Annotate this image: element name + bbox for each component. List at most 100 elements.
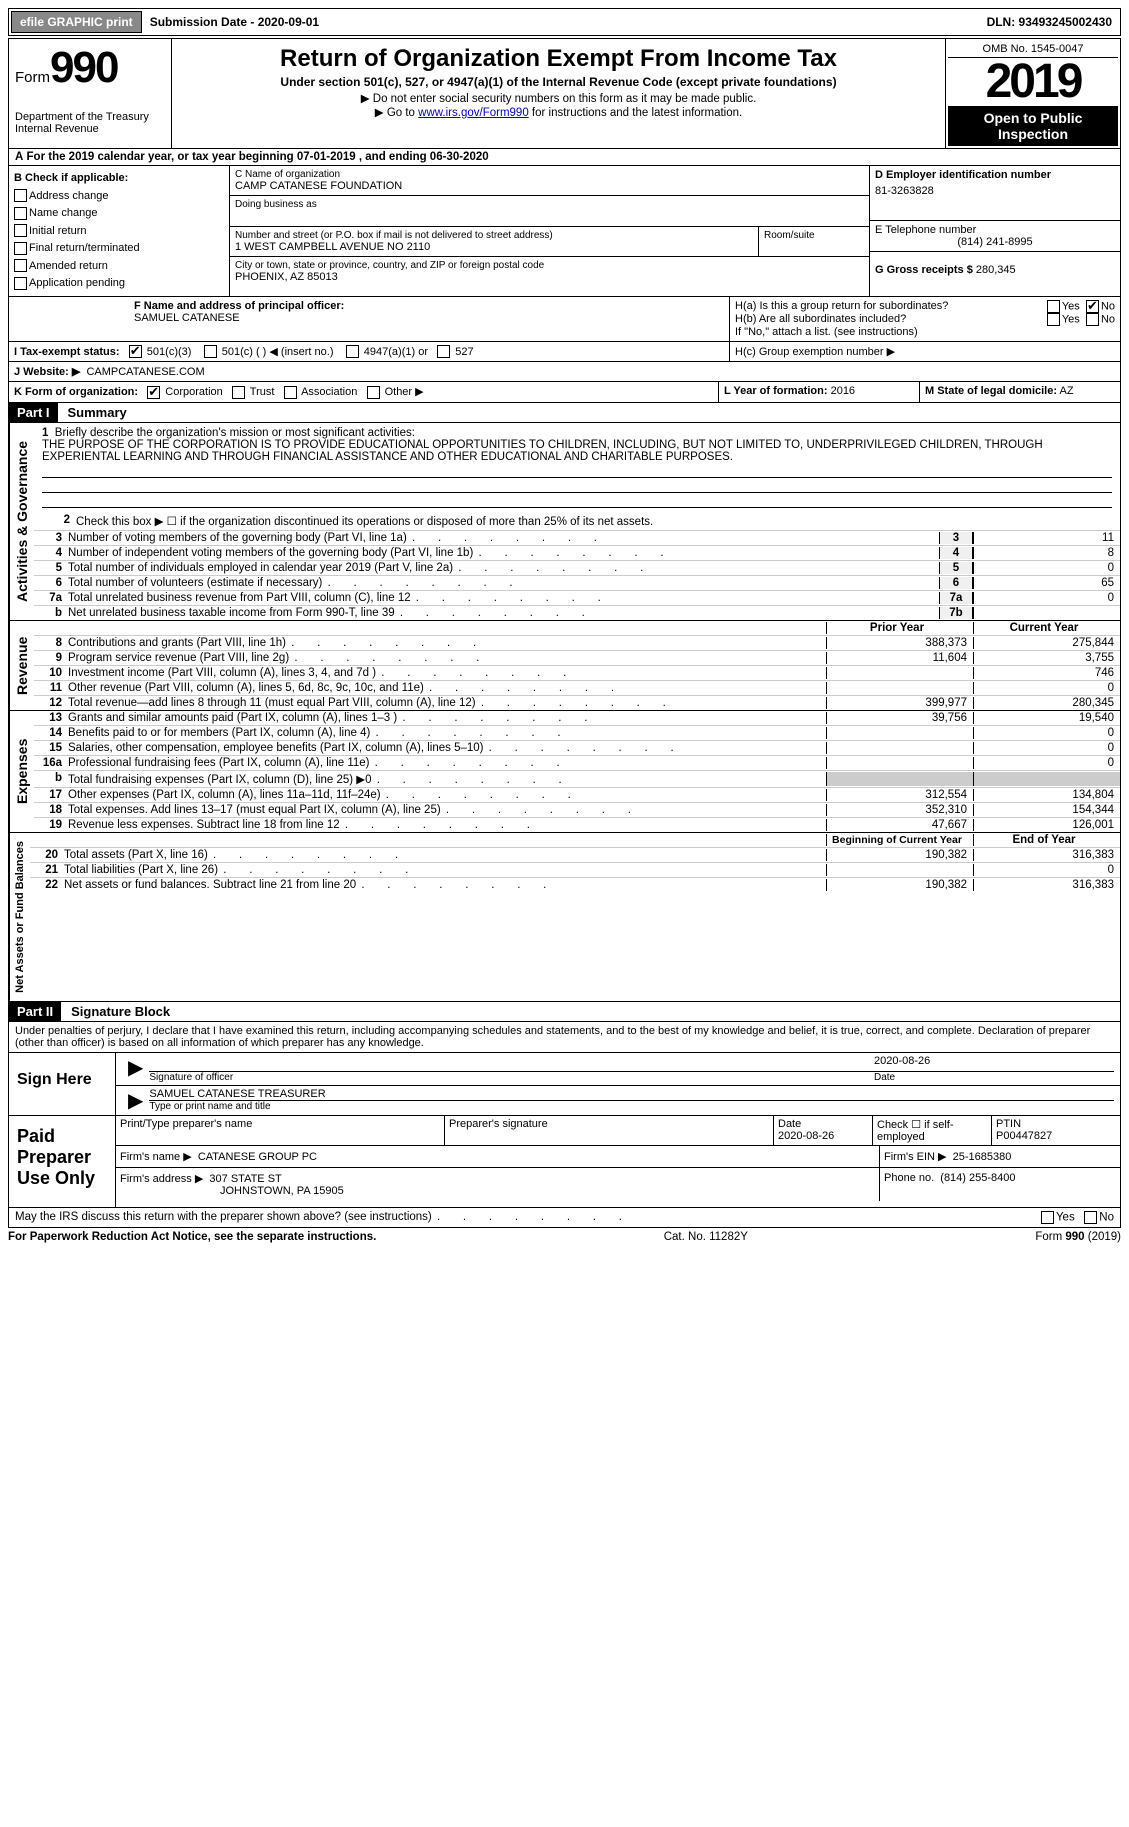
- irs-link[interactable]: www.irs.gov/Form990: [418, 107, 529, 119]
- org-city: PHOENIX, AZ 85013: [235, 271, 864, 283]
- form-number: 990: [50, 43, 117, 92]
- line-box: 3: [939, 532, 973, 544]
- current-value: 316,383: [973, 849, 1120, 861]
- check-final-return[interactable]: [14, 242, 27, 255]
- current-value: 0: [973, 757, 1120, 769]
- mission-label: Briefly describe the organization's miss…: [55, 427, 415, 439]
- check-other-org[interactable]: [367, 386, 380, 399]
- netassets-label: Net Assets or Fund Balances: [9, 833, 30, 1001]
- line-num: 22: [30, 879, 64, 891]
- check-trust[interactable]: [232, 386, 245, 399]
- discuss-text: May the IRS discuss this return with the…: [15, 1211, 432, 1223]
- line2-num: 2: [42, 514, 76, 528]
- line-num: 10: [34, 667, 68, 679]
- line-num: 20: [30, 849, 64, 861]
- firm-ein-label: Firm's EIN ▶: [884, 1151, 947, 1163]
- h-b-label: H(b) Are all subordinates included?: [735, 313, 906, 326]
- form-title: Return of Organization Exempt From Incom…: [178, 45, 939, 73]
- gross-receipts-label: G Gross receipts $: [875, 264, 973, 276]
- website-label: J Website: ▶: [14, 366, 80, 378]
- line-box: 7b: [939, 607, 973, 619]
- part1-tag: Part I: [9, 403, 58, 422]
- check-initial-return[interactable]: [14, 224, 27, 237]
- check-4947[interactable]: [346, 345, 359, 358]
- line-text: Total number of individuals employed in …: [68, 562, 939, 574]
- opt-other-org: Other ▶: [385, 386, 424, 398]
- discuss-no: No: [1099, 1211, 1114, 1223]
- check-corporation[interactable]: [147, 386, 160, 399]
- check-subs-no[interactable]: [1086, 313, 1099, 326]
- current-value: 0: [973, 864, 1120, 876]
- line1-num: 1: [42, 427, 48, 439]
- sig-date: 2020-08-26: [874, 1055, 1114, 1072]
- prior-value: 388,373: [826, 637, 973, 649]
- line-text: Net assets or fund balances. Subtract li…: [64, 879, 826, 891]
- identity-section: B Check if applicable: Address change Na…: [8, 166, 1121, 297]
- line-text: Total expenses. Add lines 13–17 (must eq…: [68, 804, 826, 816]
- current-value: 0: [973, 742, 1120, 754]
- discuss-yes: Yes: [1056, 1211, 1075, 1223]
- current-value: 746: [973, 667, 1120, 679]
- current-value: 3,755: [973, 652, 1120, 664]
- prior-value: 352,310: [826, 804, 973, 816]
- check-group-no[interactable]: [1086, 300, 1099, 313]
- line-text: Investment income (Part VIII, column (A)…: [68, 667, 826, 679]
- prior-value: 190,382: [826, 879, 973, 891]
- gross-receipts-value: 280,345: [976, 264, 1016, 276]
- no-label2: No: [1101, 313, 1115, 325]
- check-group-yes[interactable]: [1047, 300, 1060, 313]
- sig-date-label: Date: [874, 1072, 1114, 1083]
- box-b-label: B Check if applicable:: [14, 170, 224, 187]
- current-value: 19,540: [973, 712, 1120, 724]
- self-employed-check[interactable]: Check ☐ if self-employed: [873, 1116, 992, 1145]
- line-text: Total number of volunteers (estimate if …: [68, 577, 939, 589]
- check-501c3[interactable]: [129, 345, 142, 358]
- line2-text: Check this box ▶ ☐ if the organization d…: [76, 514, 1112, 528]
- line-text: Total liabilities (Part X, line 26): [64, 864, 826, 876]
- line-num: 16a: [34, 757, 68, 769]
- line-num: b: [34, 607, 68, 619]
- name-title-label: Type or print name and title: [149, 1101, 1114, 1112]
- prior-value: [826, 682, 973, 694]
- check-amended-return[interactable]: [14, 259, 27, 272]
- state-domicile: AZ: [1059, 385, 1073, 397]
- form-org-label: K Form of organization:: [14, 386, 138, 398]
- line-value: 8: [973, 547, 1120, 559]
- officer-group-section: F Name and address of principal officer:…: [8, 297, 1121, 342]
- prior-value: 399,977: [826, 697, 973, 709]
- line-value: 0: [973, 592, 1120, 604]
- opt-501c3: 501(c)(3): [147, 346, 192, 358]
- current-value: 154,344: [973, 804, 1120, 816]
- ssn-note: ▶ Do not enter social security numbers o…: [178, 91, 939, 105]
- check-name-change[interactable]: [14, 207, 27, 220]
- check-501c[interactable]: [204, 345, 217, 358]
- no-label: No: [1101, 300, 1115, 312]
- footer-right-form: 990: [1065, 1231, 1084, 1243]
- opt-association: Association: [301, 386, 357, 398]
- check-address-change[interactable]: [14, 189, 27, 202]
- org-name-label: C Name of organization: [235, 169, 864, 180]
- officer-name-title: SAMUEL CATANESE TREASURER: [149, 1088, 1114, 1101]
- sig-officer-label: Signature of officer: [149, 1072, 874, 1083]
- prior-value: 11,604: [826, 652, 973, 664]
- opt-amended-return: Amended return: [29, 260, 108, 272]
- check-527[interactable]: [437, 345, 450, 358]
- check-discuss-yes[interactable]: [1041, 1211, 1054, 1224]
- efile-print-button[interactable]: efile GRAPHIC print: [11, 11, 142, 33]
- check-association[interactable]: [284, 386, 297, 399]
- yes-label: Yes: [1062, 300, 1080, 312]
- check-application-pending[interactable]: [14, 277, 27, 290]
- check-discuss-no[interactable]: [1084, 1211, 1097, 1224]
- line-num: 7a: [34, 592, 68, 604]
- prior-value: [826, 772, 973, 786]
- line-text: Salaries, other compensation, employee b…: [68, 742, 826, 754]
- prior-year-header: Prior Year: [826, 622, 973, 634]
- footer-right-pre: Form: [1035, 1231, 1065, 1243]
- part1-title: Summary: [58, 405, 127, 420]
- firm-ein: 25-1685380: [953, 1151, 1012, 1163]
- firm-addr2: JOHNSTOWN, PA 15905: [120, 1185, 344, 1197]
- line-num: 4: [34, 547, 68, 559]
- check-subs-yes[interactable]: [1047, 313, 1060, 326]
- dln-label: DLN: 93493245002430: [987, 15, 1120, 29]
- line-box: 6: [939, 577, 973, 589]
